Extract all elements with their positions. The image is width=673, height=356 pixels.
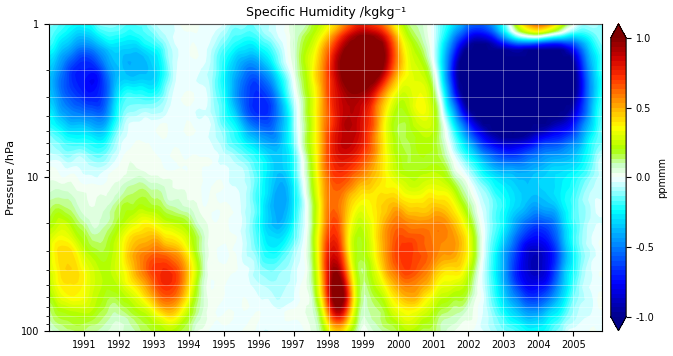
- Y-axis label: ppmmm: ppmmm: [658, 157, 668, 198]
- PathPatch shape: [611, 24, 626, 38]
- Title: Specific Humidity /kgkg⁻¹: Specific Humidity /kgkg⁻¹: [246, 6, 406, 19]
- Y-axis label: Pressure /hPa: Pressure /hPa: [5, 140, 15, 215]
- PathPatch shape: [611, 317, 626, 331]
